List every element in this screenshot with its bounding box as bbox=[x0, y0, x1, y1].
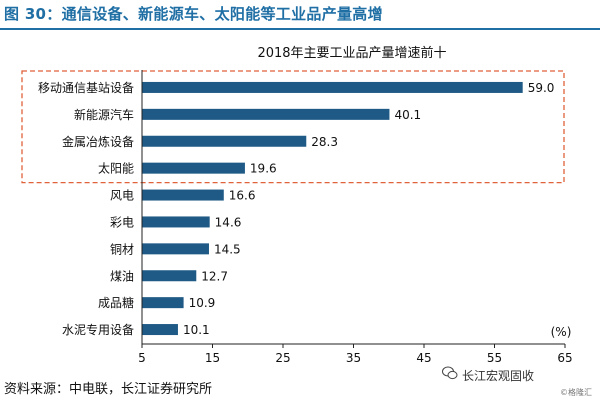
chart-title: 2018年主要工业品产量增速前十 bbox=[257, 45, 446, 61]
figure-title: 图 30：通信设备、新能源车、太阳能等工业品产量高增 bbox=[4, 5, 383, 23]
value-label: 12.7 bbox=[201, 269, 228, 283]
x-tick-label: 5 bbox=[138, 351, 146, 364]
category-label: 成品糖 bbox=[98, 295, 134, 310]
category-label: 新能源汽车 bbox=[74, 107, 134, 122]
x-tick-label: 35 bbox=[346, 351, 361, 364]
title-rule bbox=[0, 28, 600, 30]
value-label: 40.1 bbox=[394, 108, 421, 122]
value-label: 19.6 bbox=[250, 162, 277, 176]
value-label: 14.6 bbox=[215, 215, 242, 229]
bar bbox=[142, 108, 390, 120]
bar-chart: 2018年主要工业品产量增速前十 移动通信基站设备 59.0 新能源汽车 40.1 金属… bbox=[21, 45, 573, 364]
category-label: 风电 bbox=[110, 189, 134, 203]
x-axis: 5 15 25 35 45 55 65 (%) bbox=[138, 70, 573, 364]
x-tick-label: 25 bbox=[275, 351, 290, 364]
unit-label: (%) bbox=[551, 325, 572, 339]
source-note: 资料来源：中电联，长江证券研究所 bbox=[4, 382, 213, 397]
value-label: 10.9 bbox=[189, 296, 216, 310]
value-label: 28.3 bbox=[311, 135, 338, 149]
value-label: 16.6 bbox=[229, 189, 256, 203]
wechat-icon bbox=[442, 366, 458, 380]
bar bbox=[142, 243, 209, 255]
value-label: 10.1 bbox=[183, 323, 210, 337]
bars-layer: 移动通信基站设备 59.0 新能源汽车 40.1 金属冶炼设备 28.3 太阳能 19.6 风电… bbox=[38, 81, 554, 337]
category-label: 铜材 bbox=[110, 241, 134, 256]
watermark: 长江宏观固收 bbox=[462, 369, 535, 383]
category-label: 移动通信基站设备 bbox=[38, 81, 134, 95]
bar bbox=[142, 297, 184, 309]
bar bbox=[142, 189, 224, 201]
x-tick-label: 55 bbox=[487, 351, 502, 364]
bar bbox=[142, 81, 523, 93]
watermark-small: ©格隆汇 bbox=[560, 388, 592, 397]
category-label: 煤油 bbox=[110, 269, 134, 283]
bar bbox=[142, 135, 307, 147]
category-label: 彩电 bbox=[110, 215, 134, 229]
category-label: 金属冶炼设备 bbox=[62, 134, 134, 149]
x-tick-label: 15 bbox=[205, 351, 220, 364]
category-label: 太阳能 bbox=[98, 161, 134, 176]
highlight-box bbox=[21, 70, 565, 184]
category-label: 水泥专用设备 bbox=[62, 322, 134, 337]
highlight-layer bbox=[21, 70, 565, 184]
x-tick-label: 45 bbox=[416, 351, 431, 364]
bar bbox=[142, 162, 245, 174]
bar bbox=[142, 216, 210, 228]
value-label: 59.0 bbox=[528, 81, 555, 95]
bar bbox=[142, 324, 178, 336]
value-label: 14.5 bbox=[214, 242, 241, 256]
bar bbox=[142, 270, 197, 282]
x-tick-label: 65 bbox=[557, 351, 572, 364]
